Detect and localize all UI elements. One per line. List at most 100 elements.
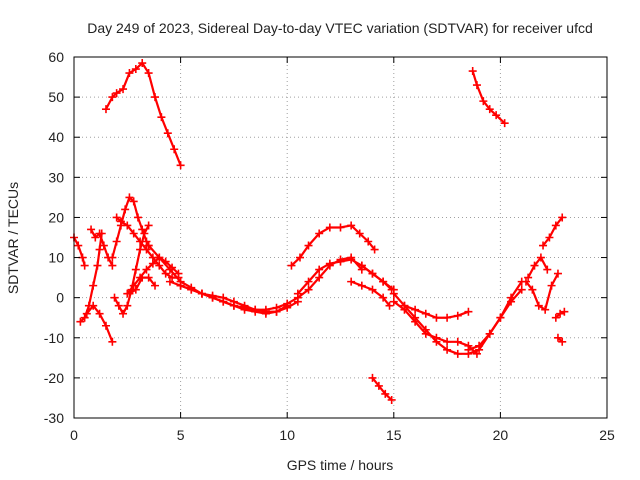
data-point [108,93,117,102]
data-point [112,89,121,98]
data-point [472,349,481,358]
data-point [80,261,89,270]
data-point [411,305,420,314]
grid-layer [74,57,607,418]
data-point [110,293,119,302]
data-point [325,259,334,268]
data-point [97,229,106,238]
data-point [155,253,164,262]
data-point [304,241,313,250]
data-point [368,373,377,382]
data-point [553,269,562,278]
data-point [379,293,388,302]
data-point [468,67,477,76]
data-point [528,285,537,294]
x-tick-label: 0 [70,427,78,443]
data-point [464,307,473,316]
y-tick-label: 0 [56,290,64,306]
data-point [551,313,560,322]
data-point [432,313,441,322]
data-point [108,261,117,270]
data-point [453,311,462,320]
data-layer [70,59,569,404]
data-point [541,305,550,314]
data-point [91,233,100,242]
data-point [176,161,185,170]
data-point [131,65,140,74]
data-point [129,197,138,206]
data-point [485,105,494,114]
data-point [112,213,121,222]
data-point [208,293,217,302]
data-point [304,285,313,294]
data-point [293,289,302,298]
data-point [251,305,260,314]
data-point [165,265,174,274]
series-arc-4 [82,301,117,346]
data-point [219,297,228,306]
y-tick-label: 60 [48,49,64,65]
series-line [371,376,393,402]
y-tick-label: 10 [48,250,64,266]
data-point [517,285,526,294]
series-line [360,264,393,291]
data-point [347,277,356,286]
data-point [187,285,196,294]
data-point [556,309,565,318]
data-point [370,245,379,254]
data-point [101,105,110,114]
series-arc-28 [553,333,567,346]
data-point [387,395,396,404]
data-point [119,309,128,318]
series-arc-23 [464,285,526,354]
data-point [389,289,398,298]
data-point [560,307,569,316]
y-tick-label: 30 [48,169,64,185]
series-line [541,216,564,247]
data-point [95,245,104,254]
y-tick-label: -20 [44,370,64,386]
x-axis-label: GPS time / hours [287,457,394,473]
series-arc-1 [101,59,185,170]
data-point [443,313,452,322]
data-point [347,255,356,264]
data-point [87,225,96,234]
data-point [381,389,390,398]
data-point [174,269,183,278]
data-point [133,213,142,222]
data-point [136,237,145,246]
data-point [368,269,377,278]
data-point [472,81,481,90]
series-arc-27 [551,307,569,322]
data-point [364,237,373,246]
tick-layer: 0 5 10 15 20 25 -30 -20 -10 0 10 20 30 40 50 60 [44,49,615,443]
data-point [155,261,164,270]
data-point [95,309,104,318]
data-point [261,305,270,314]
data-point [176,281,185,290]
data-point [421,329,430,338]
x-tick-label: 5 [177,427,185,443]
data-point [421,309,430,318]
data-point [411,317,420,326]
data-point [142,265,151,274]
data-point [151,281,160,290]
data-point [385,301,394,310]
data-point [304,277,313,286]
data-point [336,257,345,266]
data-point [138,225,147,234]
data-point [131,285,140,294]
data-point [315,273,324,282]
data-point [357,281,366,290]
data-point [432,333,441,342]
data-point [368,285,377,294]
data-point [558,337,567,346]
data-point [521,277,530,286]
series-line [72,236,86,267]
data-point [400,301,409,310]
data-point [123,301,132,310]
series-arc-18 [357,261,396,294]
data-point [443,345,452,354]
data-point [315,265,324,274]
data-point [530,261,539,270]
